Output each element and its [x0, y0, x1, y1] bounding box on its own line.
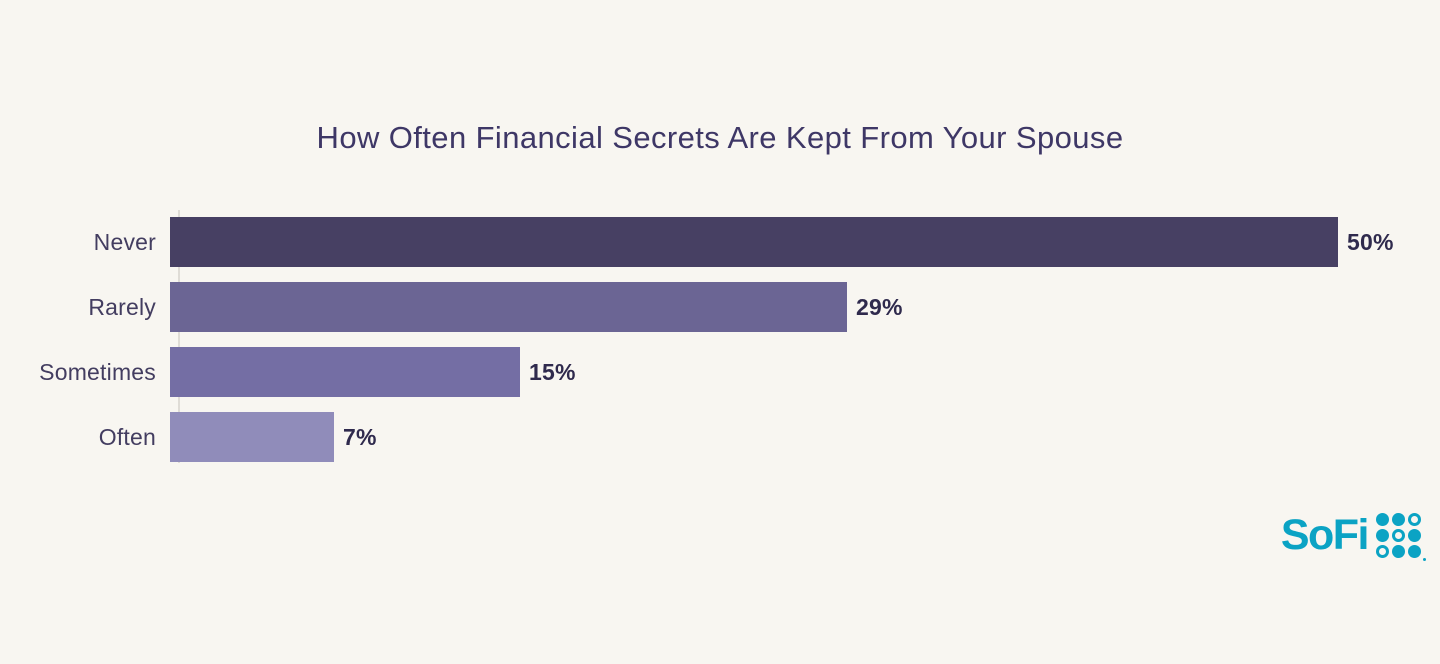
bar-row: Never 50% — [0, 217, 1394, 267]
logo-dot — [1392, 545, 1405, 558]
chart-title: How Often Financial Secrets Are Kept Fro… — [316, 120, 1124, 155]
bar-chart: Never 50% Rarely 29% Sometimes 15% Often 7% — [0, 217, 1394, 462]
value-label: 50% — [1347, 228, 1394, 255]
bar-never — [170, 217, 1338, 267]
y-axis-line — [178, 210, 180, 463]
logo-dot-ring — [1408, 513, 1421, 526]
value-label: 15% — [529, 358, 576, 385]
logo-dot-ring — [1392, 529, 1405, 542]
logo-dot — [1408, 545, 1421, 558]
bar-often — [170, 412, 334, 462]
value-label: 7% — [343, 423, 377, 450]
logo-dot-ring — [1376, 545, 1389, 558]
bar-row: Rarely 29% — [0, 282, 1394, 332]
logo-dot — [1392, 513, 1405, 526]
category-label: Rarely — [88, 293, 156, 320]
logo-dot — [1376, 513, 1389, 526]
bar-sometimes — [170, 347, 520, 397]
bar-row: Often 7% — [0, 412, 1394, 462]
sofi-logo: SoFi — [1280, 511, 1426, 561]
sofi-dots-icon — [1376, 513, 1426, 561]
bar-rarely — [170, 282, 847, 332]
bar-row: Sometimes 15% — [0, 347, 1394, 397]
logo-trademark-dot — [1423, 558, 1426, 561]
sofi-wordmark: SoFi — [1280, 511, 1370, 559]
category-label: Sometimes — [39, 358, 156, 385]
category-label: Never — [93, 228, 156, 255]
logo-dot — [1408, 529, 1421, 542]
logo-dot — [1376, 529, 1389, 542]
value-label: 29% — [856, 293, 903, 320]
category-label: Often — [98, 423, 156, 450]
